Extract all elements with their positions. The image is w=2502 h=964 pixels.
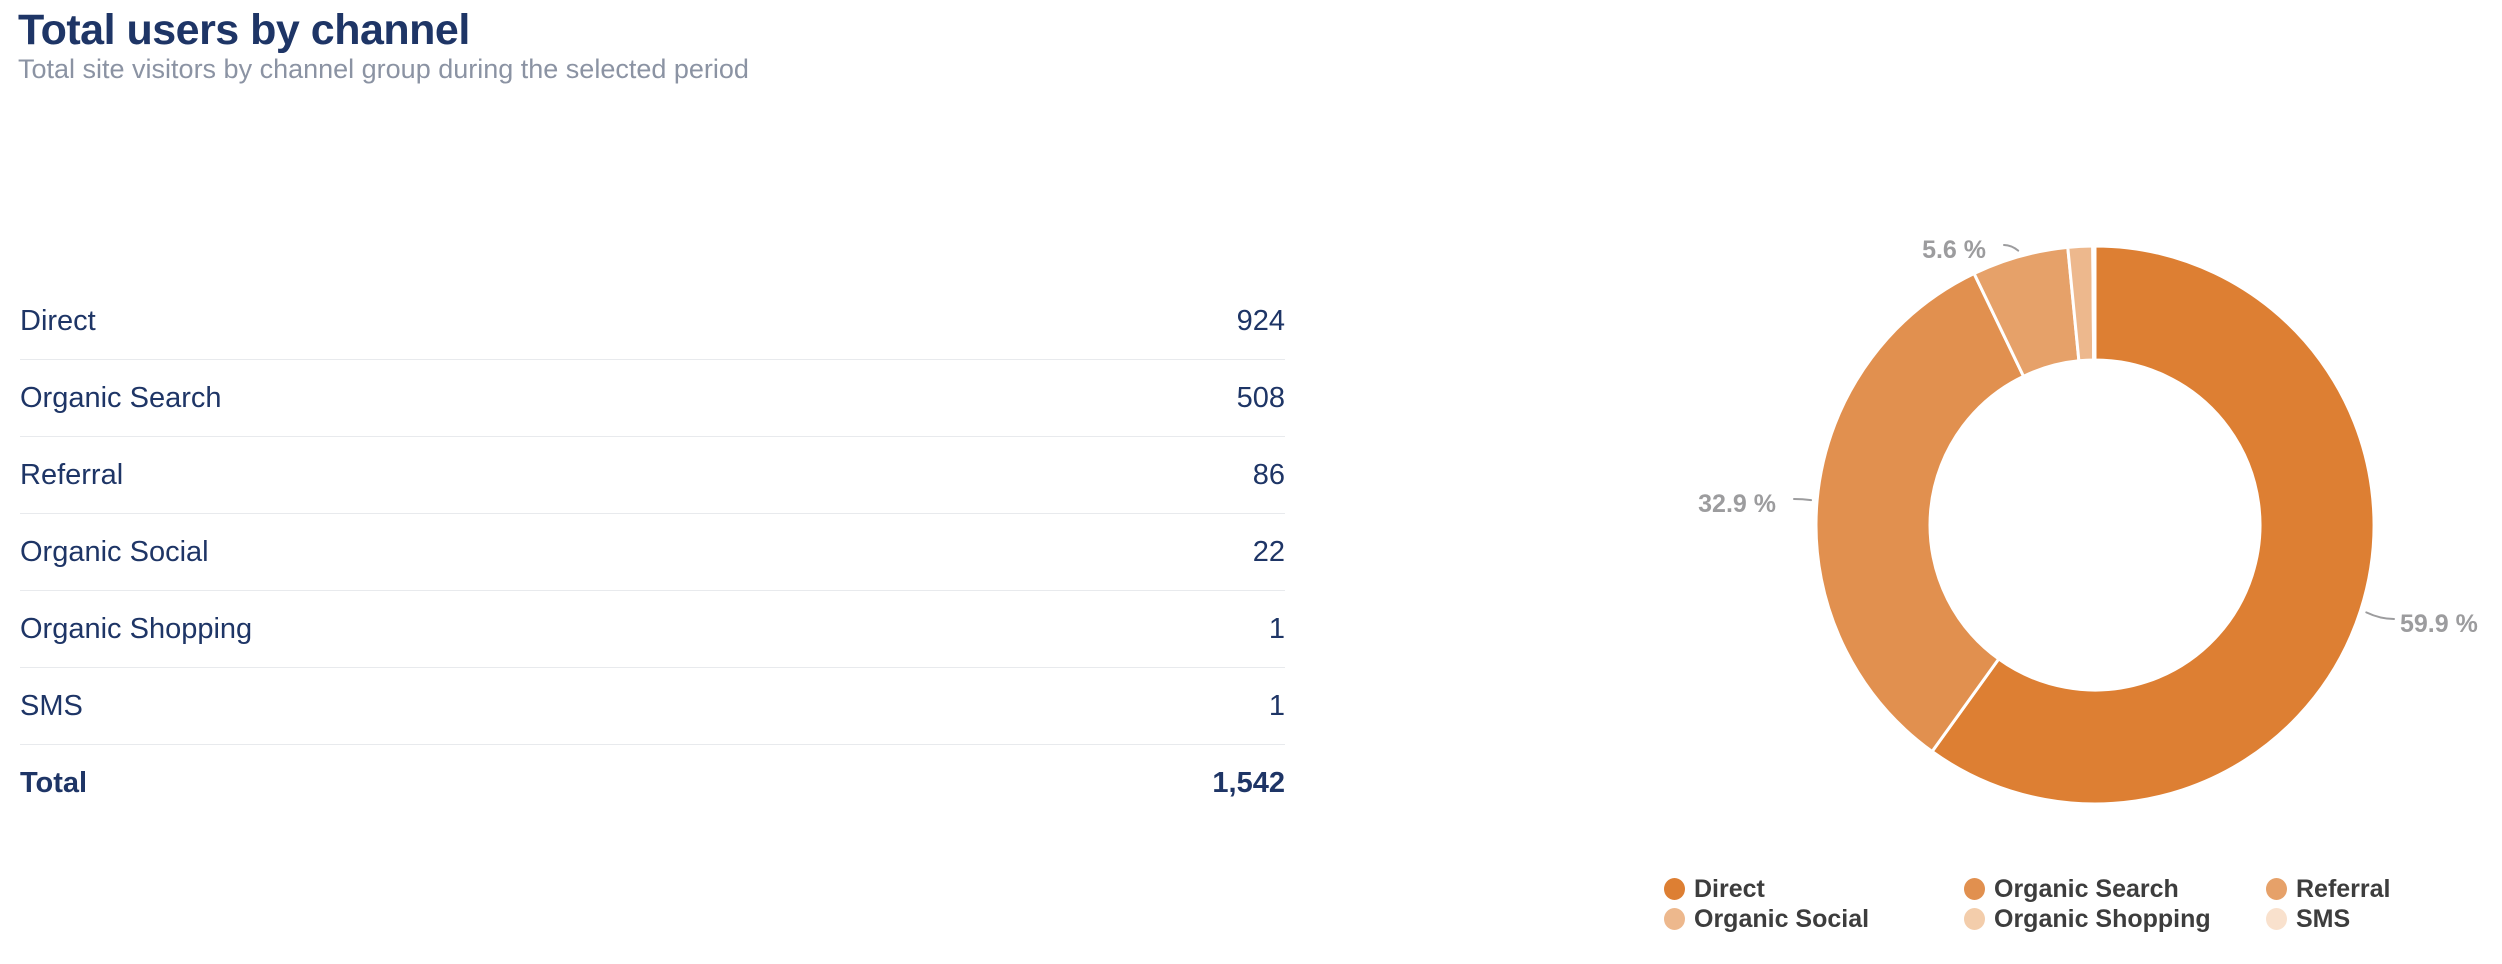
percent-leader-direct: [2365, 611, 2395, 620]
legend-label: Organic Social: [1694, 904, 1870, 933]
legend-item-direct[interactable]: Direct: [1664, 874, 1964, 903]
percent-label-referral: 5.6 %: [1922, 236, 1986, 264]
table-row-sms: SMS 1: [20, 668, 1285, 745]
channel-value: 924: [1236, 304, 1285, 337]
channel-table: Direct 924 Organic Search 508 Referral 8…: [20, 283, 1285, 821]
table-row-referral: Referral 86: [20, 437, 1285, 514]
percent-leader-organic-search: [1793, 498, 1813, 502]
legend-label: Organic Search: [1994, 874, 2179, 903]
channel-value: 1: [1268, 612, 1285, 645]
total-value: 1,542: [1212, 766, 1285, 799]
chart-legend: Direct Organic Search Referral Organic S…: [1664, 874, 2502, 933]
percent-label-organic-search: 32.9 %: [1698, 490, 1776, 518]
channel-name: Organic Search: [20, 381, 222, 414]
legend-item-referral[interactable]: Referral: [2266, 874, 2502, 903]
page-title: Total users by channel: [18, 6, 470, 54]
donut-slice-organic-search[interactable]: [1814, 271, 2026, 754]
channel-name: Referral: [20, 458, 124, 491]
donut-chart: 59.9 % 32.9 % 5.6 %: [1698, 236, 2478, 806]
legend-label: SMS: [2296, 904, 2351, 933]
legend-dot: [2266, 908, 2287, 930]
legend-dot: [1664, 908, 1685, 930]
legend-item-sms[interactable]: SMS: [2266, 904, 2502, 933]
channel-name: Direct: [20, 304, 96, 337]
legend-dot: [1664, 878, 1685, 900]
channel-value: 1: [1268, 689, 1285, 722]
legend-label: Referral: [2296, 874, 2391, 903]
percent-leader-referral: [2003, 244, 2020, 252]
legend-label: Direct: [1694, 874, 1765, 903]
legend-dot: [2266, 878, 2287, 900]
table-row-organic-social: Organic Social 22: [20, 514, 1285, 591]
legend-item-organic-search[interactable]: Organic Search: [1964, 874, 2266, 903]
total-label: Total: [20, 766, 88, 799]
channel-name: Organic Shopping: [20, 612, 253, 645]
table-row-organic-search: Organic Search 508: [20, 360, 1285, 437]
legend-dot: [1964, 908, 1985, 930]
table-row-organic-shopping: Organic Shopping 1: [20, 591, 1285, 668]
donut-slice-direct[interactable]: [1930, 244, 2376, 806]
channel-value: 22: [1252, 535, 1285, 568]
channel-value: 508: [1236, 381, 1285, 414]
legend-dot: [1964, 878, 1985, 900]
legend-label: Organic Shopping: [1994, 904, 2211, 933]
donut-slice-sms[interactable]: [2092, 244, 2097, 362]
channel-name: SMS: [20, 689, 83, 722]
channel-name: Organic Social: [20, 535, 209, 568]
percent-label-direct: 59.9 %: [2400, 610, 2478, 638]
channel-value: 86: [1252, 458, 1285, 491]
legend-item-organic-shopping[interactable]: Organic Shopping: [1964, 904, 2266, 933]
table-row-direct: Direct 924: [20, 283, 1285, 360]
legend-item-organic-social[interactable]: Organic Social: [1664, 904, 1964, 933]
page-subtitle: Total site visitors by channel group dur…: [18, 54, 749, 84]
table-total-row: Total 1,542: [20, 745, 1285, 821]
